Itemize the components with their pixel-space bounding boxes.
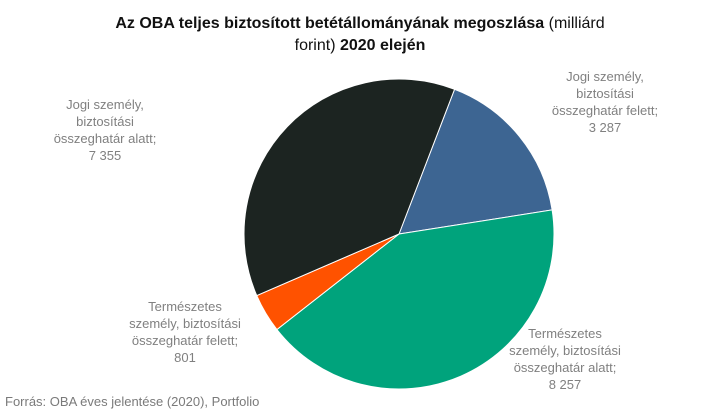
slice-label-line: személy, biztosítási [129, 316, 241, 331]
slice-label-jogi-felett: Jogi személy, biztosítási összeghatár fe… [520, 68, 690, 136]
slice-label-jogi-alatt: Jogi személy, biztosítási összeghatár al… [20, 96, 190, 164]
slice-label-line: Természetes [148, 299, 222, 314]
slice-label-value: 801 [174, 350, 196, 365]
pie-slice-3 [243, 78, 456, 297]
slice-label-line: összeghatár alatt; [53, 131, 157, 146]
slice-label-line: Jogi személy, [66, 97, 144, 112]
pie-slice-1 [276, 209, 555, 390]
slice-label-line: Természetes [528, 326, 602, 341]
slice-label-line: biztosítási [576, 86, 634, 101]
source-note: Forrás: OBA éves jelentése (2020), Portf… [5, 394, 260, 409]
slice-label-value: 3 287 [588, 120, 622, 135]
slice-label-line: Jogi személy, [566, 69, 644, 84]
chart-title-date: 2020 elején [335, 37, 426, 54]
slice-label-line: összeghatár felett; [131, 333, 239, 348]
slice-label-termeszetes-alatt: Természetes személy, biztosítási összegh… [480, 325, 650, 393]
chart-title: Az OBA teljes biztosított betétállományá… [90, 13, 630, 57]
chart-title-main: Az OBA teljes biztosított betétállományá… [115, 15, 545, 32]
chart-title-unit-open: (milliárd [544, 15, 605, 32]
slice-label-line: személy, biztosítási [509, 343, 621, 358]
slice-label-line: összeghatár felett; [551, 103, 659, 118]
slice-label-line: biztosítási [76, 114, 134, 129]
slice-label-termeszetes-felett: Természetes személy, biztosítási összegh… [100, 298, 270, 366]
pie-slice-0 [398, 88, 553, 235]
slice-label-value: 8 257 [548, 377, 582, 392]
chart-title-unit-close: forint) [294, 37, 336, 54]
slice-label-value: 7 355 [88, 148, 122, 163]
slice-label-line: összeghatár alatt; [513, 360, 617, 375]
